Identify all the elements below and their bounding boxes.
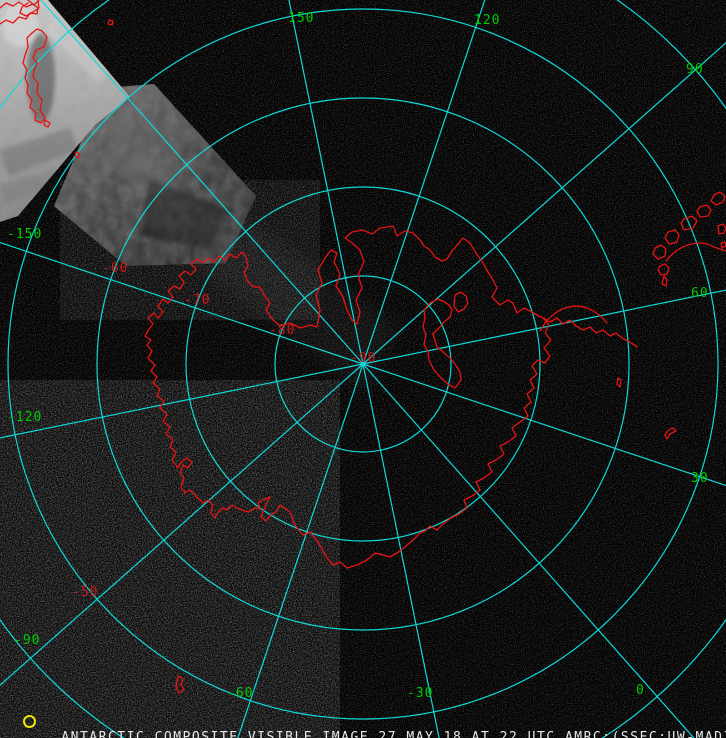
latitude-ring--70 xyxy=(185,186,541,542)
meridian-line-150 xyxy=(288,0,364,365)
meridian-line--120 xyxy=(0,363,364,439)
latitude-ring--60 xyxy=(96,97,630,631)
meridian-line-60 xyxy=(362,289,726,365)
meridian-line--30 xyxy=(362,363,440,738)
meridian-line--60 xyxy=(237,363,364,738)
small-island-marks xyxy=(74,19,677,694)
image-caption: ANTARCTIC COMPOSITE VISIBLE IMAGE 27 MAY… xyxy=(24,714,726,738)
meridian-line--150 xyxy=(0,241,364,365)
coast-arc-east xyxy=(539,305,608,332)
latitude-ring--50 xyxy=(7,8,719,720)
kerguelen-islands xyxy=(652,191,726,287)
terminator-glow xyxy=(115,145,400,395)
antarctica-coastline xyxy=(144,225,552,569)
meridian-line-30 xyxy=(362,363,726,487)
meridian-line-0 xyxy=(362,363,695,738)
new-zealand-outline xyxy=(0,0,51,128)
meridian-line-180 xyxy=(40,0,364,365)
coastline-layer xyxy=(0,0,726,694)
meridian-line--90 xyxy=(0,363,364,686)
latitude-ring--80 xyxy=(274,275,452,453)
caption-text: ANTARCTIC COMPOSITE VISIBLE IMAGE 27 MAY… xyxy=(61,730,726,738)
coast-chain-east xyxy=(542,317,638,348)
amery-island-blob xyxy=(453,291,469,313)
amery-coast-blob xyxy=(422,298,462,389)
meridian-line-120 xyxy=(362,0,486,365)
station-marker-icon xyxy=(23,715,36,728)
